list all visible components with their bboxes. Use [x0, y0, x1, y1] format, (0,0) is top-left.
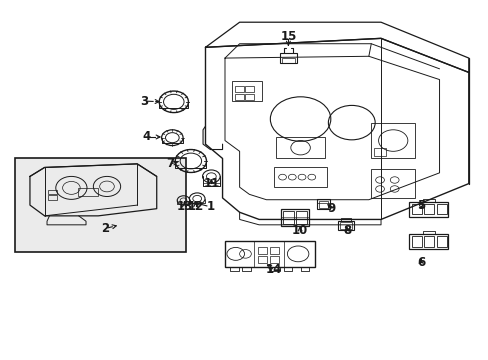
Text: 1: 1 — [206, 201, 214, 213]
Bar — [245, 94, 254, 100]
Bar — [48, 195, 57, 200]
Text: 3: 3 — [140, 95, 148, 108]
Bar — [232, 81, 261, 101]
Bar — [15, 158, 185, 252]
Bar — [224, 241, 315, 267]
Text: 11: 11 — [203, 177, 219, 190]
Text: 7: 7 — [166, 157, 174, 170]
Bar — [269, 247, 278, 254]
Bar — [316, 199, 330, 210]
Bar — [281, 209, 309, 226]
Bar — [337, 221, 353, 230]
Bar — [296, 211, 307, 224]
Bar — [258, 256, 266, 263]
Bar — [258, 247, 266, 254]
Bar — [408, 234, 447, 249]
Bar — [273, 167, 327, 187]
Bar — [436, 236, 446, 247]
Bar — [373, 148, 386, 156]
Text: 6: 6 — [416, 256, 424, 269]
Text: 13: 13 — [176, 201, 192, 213]
Bar — [234, 94, 243, 100]
Bar — [436, 204, 446, 215]
Bar — [279, 53, 297, 63]
Bar — [408, 202, 447, 217]
Bar — [245, 86, 254, 92]
Bar — [48, 190, 57, 194]
Bar — [411, 236, 421, 247]
Bar — [78, 188, 98, 196]
Text: 15: 15 — [280, 30, 296, 43]
Bar — [424, 204, 433, 215]
Text: 4: 4 — [142, 130, 151, 144]
Bar — [411, 204, 421, 215]
Text: 12: 12 — [187, 201, 203, 213]
Bar — [234, 86, 243, 92]
Bar — [269, 256, 278, 263]
Bar — [276, 137, 325, 158]
Text: 2: 2 — [102, 222, 109, 235]
Text: 10: 10 — [291, 224, 307, 238]
Bar — [281, 58, 295, 63]
Bar — [283, 211, 294, 224]
Bar — [370, 169, 414, 198]
Bar — [318, 201, 328, 208]
Bar — [339, 222, 351, 229]
Text: 5: 5 — [416, 199, 424, 212]
Text: 14: 14 — [265, 263, 282, 276]
Bar — [424, 236, 433, 247]
Text: 9: 9 — [326, 202, 335, 215]
Text: 8: 8 — [342, 224, 350, 238]
Bar — [370, 123, 414, 158]
